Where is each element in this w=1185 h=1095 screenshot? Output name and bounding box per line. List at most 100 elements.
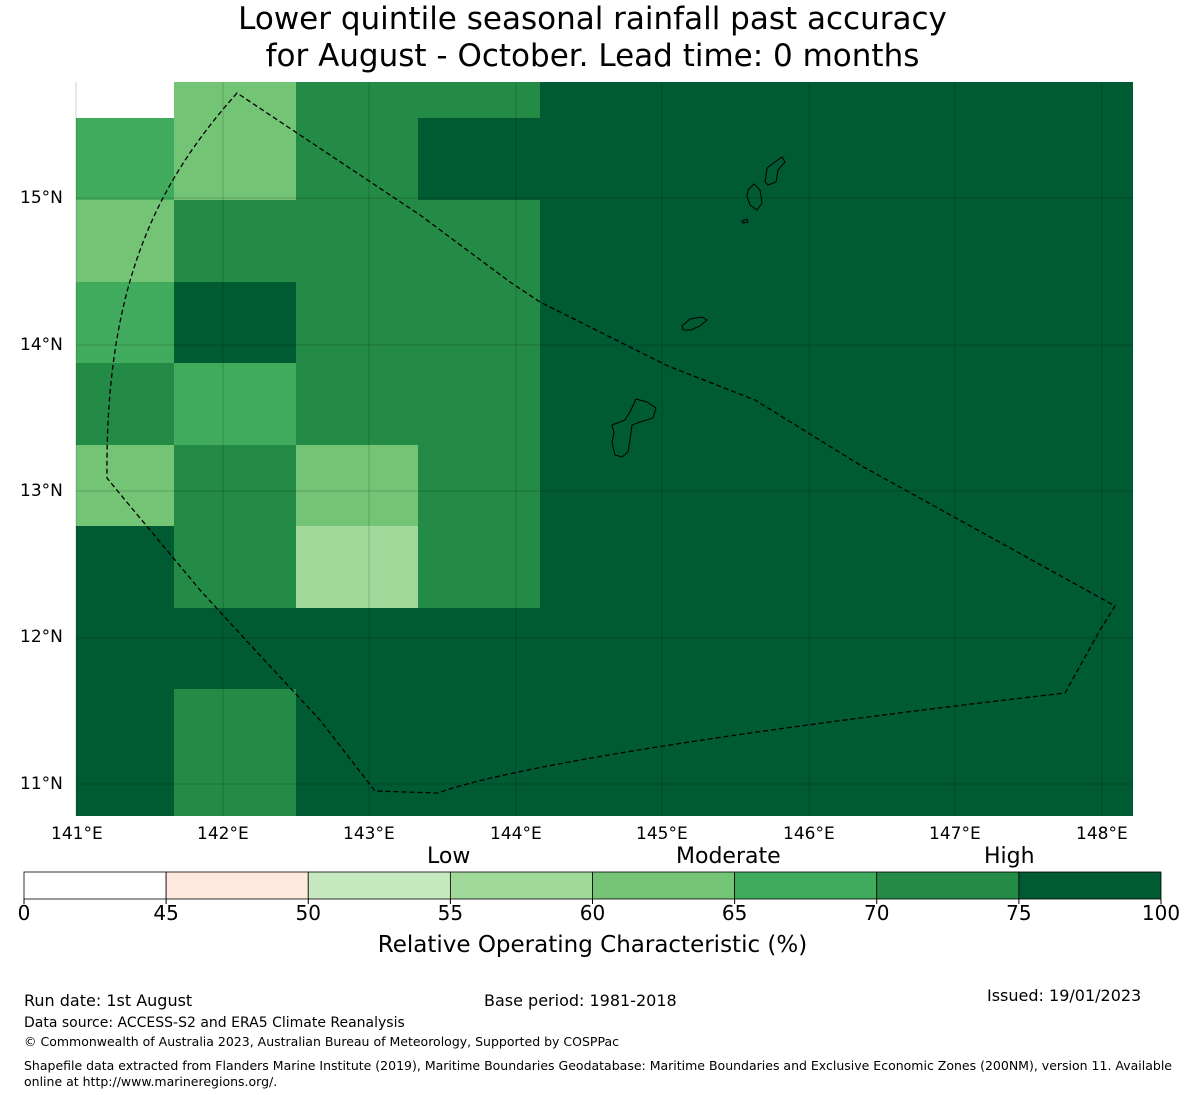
island-guam: [611, 398, 657, 458]
grid-cell: [1029, 526, 1133, 608]
islands: [611, 156, 786, 458]
grid-cell: [784, 118, 906, 200]
grid-cell: [296, 282, 418, 363]
colorbar-segment: [592, 871, 736, 900]
graticule: [75, 82, 1133, 816]
colorbar-segment: [23, 871, 167, 900]
lon-label: 144°E: [490, 824, 542, 844]
grid-cell: [784, 82, 906, 118]
grid-cell: [784, 526, 906, 608]
grid-cell: [1029, 445, 1133, 526]
colorbar-tick-label: 45: [153, 901, 179, 925]
grid-cell: [418, 526, 540, 608]
grid-cell: [418, 608, 540, 689]
grid-cell: [540, 363, 662, 445]
eez-boundary: [106, 92, 1116, 794]
grid-cell: [906, 526, 1029, 608]
island-rota: [681, 316, 708, 331]
grid-cell: [662, 282, 784, 363]
grid-cell: [784, 445, 906, 526]
colorbar-tick-label: 0: [17, 901, 31, 925]
grid-cell: [540, 118, 662, 200]
colorbar-category-low: Low: [427, 844, 471, 869]
lon-label: 147°E: [929, 824, 981, 844]
grid-cell: [1029, 363, 1133, 445]
grid-cell: [906, 770, 1029, 816]
colorbar-tick-label: 50: [295, 901, 321, 925]
grid-cell: [418, 689, 540, 770]
grid-cell: [662, 608, 784, 689]
grid-cell: [174, 770, 296, 816]
colorbar-segment: [449, 871, 593, 900]
lon-label: 148°E: [1076, 824, 1128, 844]
grid-cell: [418, 82, 540, 118]
colorbar-label: Relative Operating Characteristic (%): [377, 932, 808, 958]
grid-cell: [784, 689, 906, 770]
grid-cell: [174, 282, 296, 363]
island-tinian: [746, 183, 763, 211]
island-aguijan: [741, 218, 749, 224]
lon-label: 142°E: [197, 824, 249, 844]
grid-cell: [540, 445, 662, 526]
grid-cell: [76, 689, 174, 770]
colorbar-tick-label: 75: [1006, 901, 1032, 925]
grid-cell: [76, 200, 174, 282]
chart-title-line-1: Lower quintile seasonal rainfall past ac…: [238, 1, 947, 37]
lon-label: 145°E: [636, 824, 688, 844]
grid-cell: [76, 82, 174, 118]
grid-cell: [296, 82, 418, 118]
grid-cell: [76, 608, 174, 689]
grid-cell: [906, 445, 1029, 526]
colorbar-tick-label: 100: [1141, 901, 1181, 925]
grid-cell: [1029, 82, 1133, 118]
lat-label: 11°N: [20, 774, 63, 794]
grid-cell: [296, 445, 418, 526]
shapefile-note: Shapefile data extracted from Flanders M…: [24, 1058, 1172, 1089]
grid-cell: [662, 363, 784, 445]
colorbar-segment: [1018, 871, 1162, 900]
grid-cell: [76, 526, 174, 608]
grid-cell: [174, 118, 296, 200]
colorbar-tick-label: 70: [864, 901, 890, 925]
grid-cell: [906, 608, 1029, 689]
grid-cell: [540, 526, 662, 608]
colorbar-segment: [165, 871, 309, 900]
grid-cell: [662, 689, 784, 770]
grid-cell: [174, 608, 296, 689]
colorbar-tick-label: 55: [437, 901, 464, 925]
grid-cell: [540, 608, 662, 689]
lon-label: 143°E: [343, 824, 395, 844]
grid-cell: [662, 82, 784, 118]
grid-cell: [418, 200, 540, 282]
grid-cell: [418, 445, 540, 526]
grid-cell: [540, 282, 662, 363]
chart-title-line-2: for August - October. Lead time: 0 month…: [265, 38, 920, 74]
grid-cell: [296, 363, 418, 445]
lon-label: 141°E: [51, 824, 103, 844]
grid-cell: [540, 770, 662, 816]
grid-cell: [76, 118, 174, 200]
grid-cell: [296, 526, 418, 608]
grid-cell: [540, 689, 662, 770]
data-source: Data source: ACCESS-S2 and ERA5 Climate …: [24, 1015, 405, 1031]
colorbar-category-moderate: Moderate: [676, 844, 781, 869]
grid-cells: [76, 82, 1133, 816]
colorbar-tick-label: 60: [579, 901, 606, 925]
grid-cell: [906, 363, 1029, 445]
grid-cell: [174, 526, 296, 608]
grid-cell: [662, 118, 784, 200]
grid-cell: [1029, 689, 1133, 770]
lon-label: 146°E: [783, 824, 835, 844]
grid-cell: [906, 118, 1029, 200]
grid-cell: [906, 689, 1029, 770]
grid-cell: [906, 282, 1029, 363]
lat-label: 15°N: [20, 188, 63, 208]
grid-cell: [1029, 282, 1133, 363]
grid-cell: [296, 118, 418, 200]
grid-cell: [540, 82, 662, 118]
grid-cell: [1029, 608, 1133, 689]
rainfall-accuracy-map: [75, 82, 1133, 816]
issued-date: Issued: 19/01/2023: [987, 986, 1142, 1005]
grid-cell: [784, 770, 906, 816]
grid-cell: [296, 200, 418, 282]
